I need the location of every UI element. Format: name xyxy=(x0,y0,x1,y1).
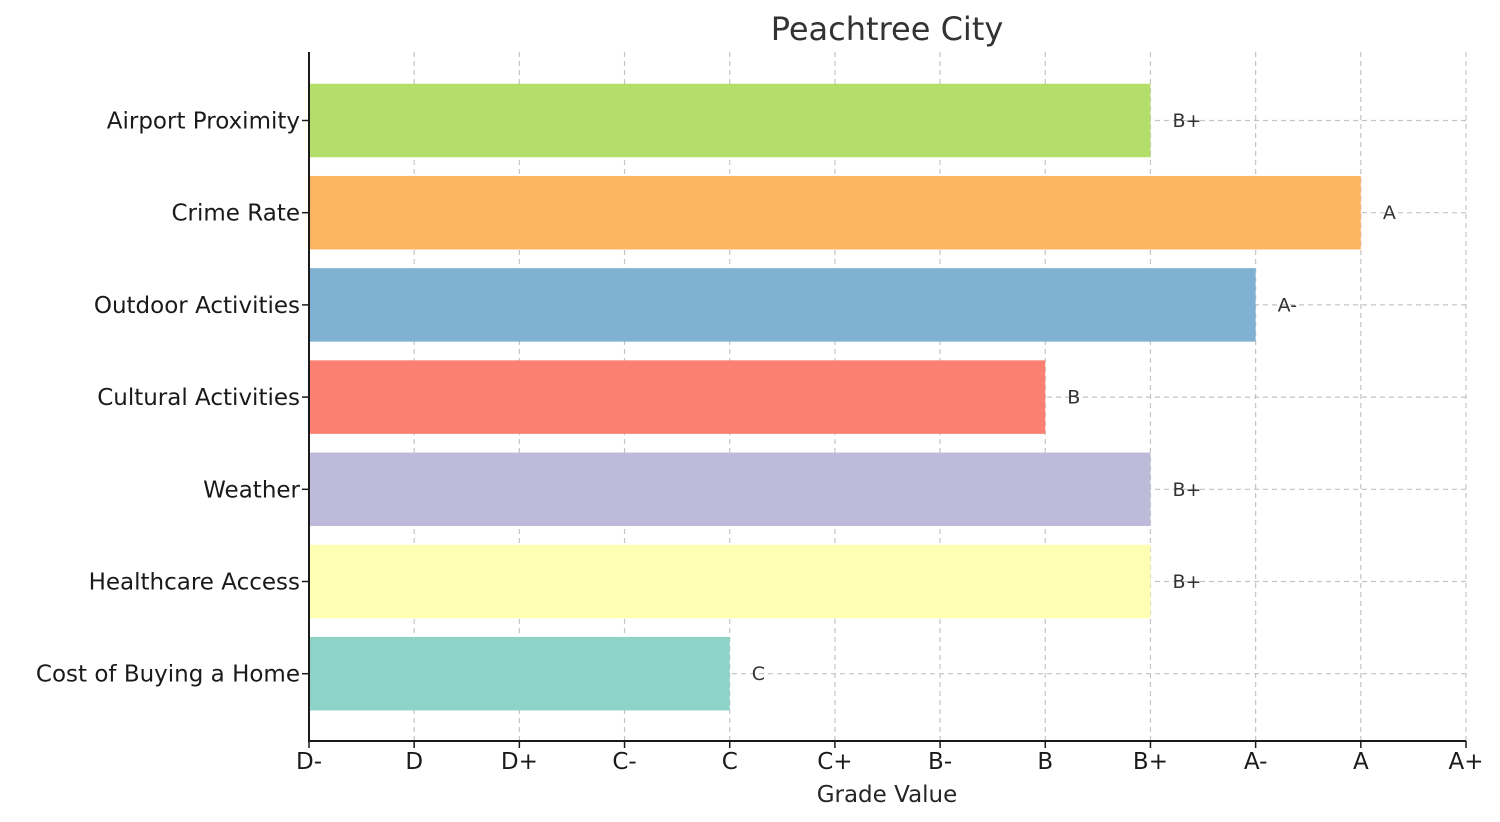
bar xyxy=(309,452,1151,527)
bar xyxy=(309,268,1256,342)
x-tick-label: D+ xyxy=(501,749,538,775)
x-tick-label: D xyxy=(405,749,423,775)
data-label: B xyxy=(1067,387,1080,409)
x-tick-label: C+ xyxy=(817,749,852,775)
bar xyxy=(309,83,1151,158)
y-tick-label: Crime Rate xyxy=(171,201,300,227)
x-tick-label: A xyxy=(1353,749,1369,775)
bar xyxy=(309,636,730,711)
chart-title: Peachtree City xyxy=(771,10,1004,48)
bar xyxy=(309,175,1361,250)
y-tick-label: Healthcare Access xyxy=(89,570,300,596)
x-tick-label: C- xyxy=(612,749,636,775)
x-tick-label: C xyxy=(722,749,738,775)
x-tick-label: A+ xyxy=(1448,749,1483,775)
data-label: A xyxy=(1383,202,1396,224)
data-label: B+ xyxy=(1172,571,1201,593)
data-label: C xyxy=(752,663,765,685)
bar xyxy=(309,360,1046,434)
x-tick-label: B- xyxy=(928,749,952,775)
data-label: B+ xyxy=(1172,110,1201,132)
bar xyxy=(309,544,1151,619)
x-tick-label: D- xyxy=(296,749,322,775)
bars xyxy=(309,83,1361,711)
data-label: B+ xyxy=(1172,479,1201,501)
y-tick-label: Weather xyxy=(203,477,300,503)
value-labels: B+ A A- B B+ B+ C xyxy=(752,110,1396,685)
data-label: A- xyxy=(1278,294,1297,316)
x-tick-label: B xyxy=(1037,749,1053,775)
y-tick-label: Cultural Activities xyxy=(97,385,300,411)
y-tick-label: Airport Proximity xyxy=(107,109,300,135)
axes: Airport Proximity Crime Rate Outdoor Activ… xyxy=(36,52,1484,775)
x-axis-label: Grade Value xyxy=(817,782,958,808)
y-tick-label: Cost of Buying a Home xyxy=(36,662,300,688)
x-tick-label: B+ xyxy=(1133,749,1168,775)
x-tick-label: A- xyxy=(1244,749,1268,775)
y-tick-label: Outdoor Activities xyxy=(94,293,300,319)
